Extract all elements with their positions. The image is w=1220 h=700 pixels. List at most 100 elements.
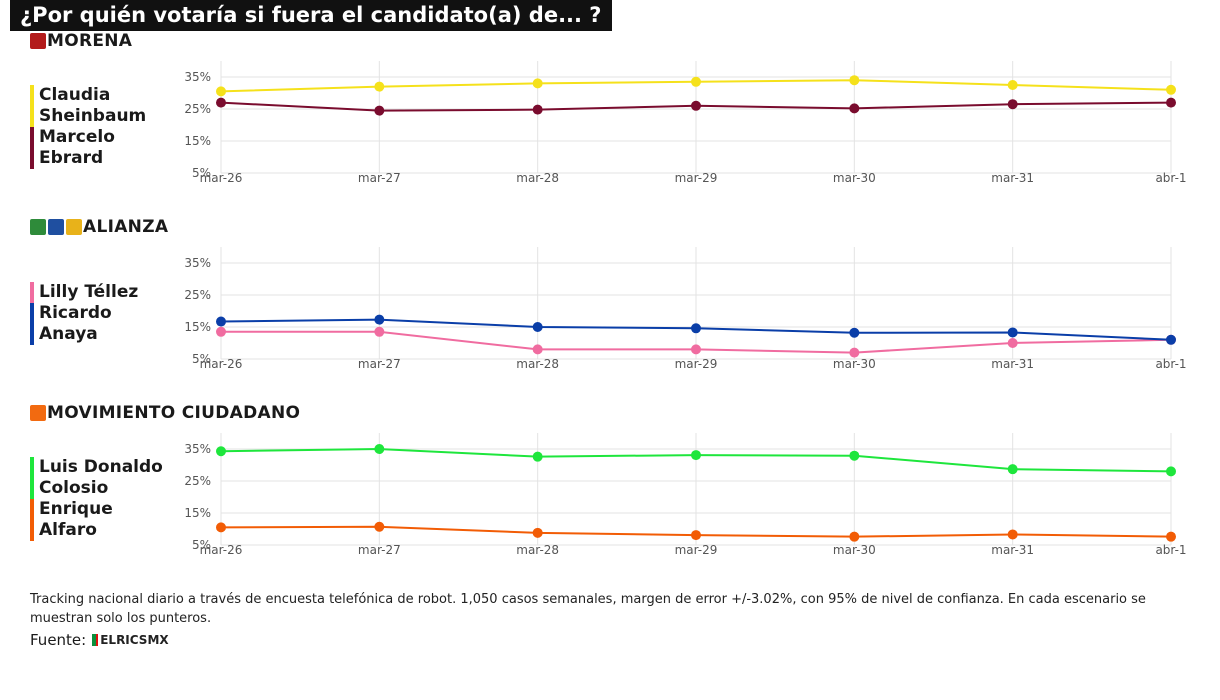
y-tick-label: 25% xyxy=(184,288,211,302)
data-point xyxy=(374,81,385,92)
data-point xyxy=(216,522,226,533)
legend-item: Enrique Alfaro xyxy=(30,499,163,541)
source-label: Fuente: xyxy=(30,631,87,649)
data-point xyxy=(849,103,860,114)
x-tick-label: mar-28 xyxy=(516,171,559,185)
legend-label: Marcelo Ebrard xyxy=(39,127,115,168)
legend-label: Claudia Sheinbaum xyxy=(39,85,147,126)
data-point xyxy=(1166,466,1176,477)
legend-item: Marcelo Ebrard xyxy=(30,127,146,169)
legend-swatch xyxy=(30,303,34,345)
x-tick-label: mar-30 xyxy=(833,357,876,371)
data-point xyxy=(374,521,385,532)
data-point xyxy=(1166,334,1176,345)
party-header: ALIANZA xyxy=(30,217,168,237)
x-tick-label: mar-31 xyxy=(991,357,1034,371)
data-point xyxy=(691,76,701,87)
legend-item: Claudia Sheinbaum xyxy=(30,85,146,127)
data-point xyxy=(532,322,543,332)
data-point xyxy=(374,444,385,454)
line-chart: 5% 15% 25% 35% mar-26 mar-27 mar-28 mar-29 mar-3… xyxy=(184,247,1187,371)
x-tick-label: abr-1 xyxy=(1155,543,1186,557)
panel-morena: MORENA Claudia Sheinbaum Marcelo Ebrard … xyxy=(0,31,1220,213)
data-point xyxy=(1007,464,1018,475)
morena-logo-icon xyxy=(30,33,46,49)
x-tick-label: mar-27 xyxy=(358,171,401,185)
line-chart: 5% 15% 25% 35% mar-26 mar-27 mar-28 mar-29 mar-3… xyxy=(184,61,1187,185)
data-point xyxy=(216,316,226,327)
x-tick-label: mar-26 xyxy=(200,171,243,185)
line-chart: 5% 15% 25% 35% mar-26 mar-27 mar-28 mar-29 mar-3… xyxy=(184,433,1187,557)
data-point xyxy=(532,527,543,538)
party-header: MOVIMIENTO CIUDADANO xyxy=(30,403,300,423)
source-brand: ELRICSMX xyxy=(100,633,169,647)
legend: Claudia Sheinbaum Marcelo Ebrard xyxy=(30,85,146,169)
x-tick-label: mar-27 xyxy=(358,357,401,371)
legend-label: Enrique Alfaro xyxy=(39,499,113,540)
legend-label: Ricardo Anaya xyxy=(39,303,112,344)
y-tick-label: 15% xyxy=(184,506,211,520)
brand-mark-icon xyxy=(92,634,99,646)
party-logos xyxy=(30,405,46,421)
legend: Lilly Téllez Ricardo Anaya xyxy=(30,282,138,345)
data-point xyxy=(532,104,543,115)
data-point xyxy=(532,344,543,355)
y-tick-label: 25% xyxy=(184,474,211,488)
data-point xyxy=(849,450,860,461)
y-tick-label: 5% xyxy=(192,352,211,366)
legend-swatch xyxy=(30,457,34,499)
footnote: Tracking nacional diario a través de enc… xyxy=(30,592,1146,626)
y-tick-label: 5% xyxy=(192,166,211,180)
x-tick-label: mar-28 xyxy=(516,357,559,371)
prd-logo-icon xyxy=(66,219,82,235)
x-tick-label: mar-27 xyxy=(358,543,401,557)
x-tick-label: mar-29 xyxy=(675,543,718,557)
data-point xyxy=(1007,80,1018,90)
y-tick-label: 35% xyxy=(184,70,211,84)
party-logos xyxy=(30,219,82,235)
legend-label: Lilly Téllez xyxy=(39,282,139,302)
data-point xyxy=(532,78,543,89)
party-header: MORENA xyxy=(30,31,132,51)
legend: Luis Donaldo Colosio Enrique Alfaro xyxy=(30,457,163,541)
data-point xyxy=(1007,529,1018,540)
data-point xyxy=(691,344,701,355)
x-tick-label: mar-30 xyxy=(833,543,876,557)
y-tick-label: 25% xyxy=(184,102,211,116)
legend-item: Ricardo Anaya xyxy=(30,303,138,345)
y-tick-label: 35% xyxy=(184,442,211,456)
data-point xyxy=(1166,97,1176,108)
data-point xyxy=(691,323,701,334)
data-point xyxy=(849,531,860,542)
legend-item: Luis Donaldo Colosio xyxy=(30,457,163,499)
data-point xyxy=(374,314,385,325)
y-tick-label: 15% xyxy=(184,134,211,148)
mc-logo-icon xyxy=(30,405,46,421)
data-point xyxy=(216,97,226,108)
data-point xyxy=(216,86,226,97)
data-point xyxy=(849,75,860,86)
legend-swatch xyxy=(30,499,34,541)
x-tick-label: mar-28 xyxy=(516,543,559,557)
data-point xyxy=(216,326,226,337)
x-tick-label: abr-1 xyxy=(1155,357,1186,371)
data-point xyxy=(849,327,860,338)
chart-title: ¿Por quién votaría si fuera el candidato… xyxy=(10,0,612,31)
source: Fuente: ELRICSMX xyxy=(30,631,169,649)
party-name: ALIANZA xyxy=(83,217,169,237)
panel-alianza: ALIANZA Lilly Téllez Ricardo Anaya 5% 15%… xyxy=(0,217,1220,399)
party-name: MORENA xyxy=(47,31,133,51)
data-point xyxy=(532,451,543,462)
party-logos xyxy=(30,33,46,49)
y-tick-label: 35% xyxy=(184,256,211,270)
x-tick-label: mar-26 xyxy=(200,543,243,557)
data-point xyxy=(691,100,701,111)
pri-logo-icon xyxy=(30,219,46,235)
data-point xyxy=(1007,99,1018,110)
legend-item: Lilly Téllez xyxy=(30,282,138,303)
x-tick-label: mar-31 xyxy=(991,543,1034,557)
x-tick-label: mar-30 xyxy=(833,171,876,185)
x-tick-label: abr-1 xyxy=(1155,171,1186,185)
data-point xyxy=(1166,531,1176,542)
data-point xyxy=(1007,327,1018,338)
